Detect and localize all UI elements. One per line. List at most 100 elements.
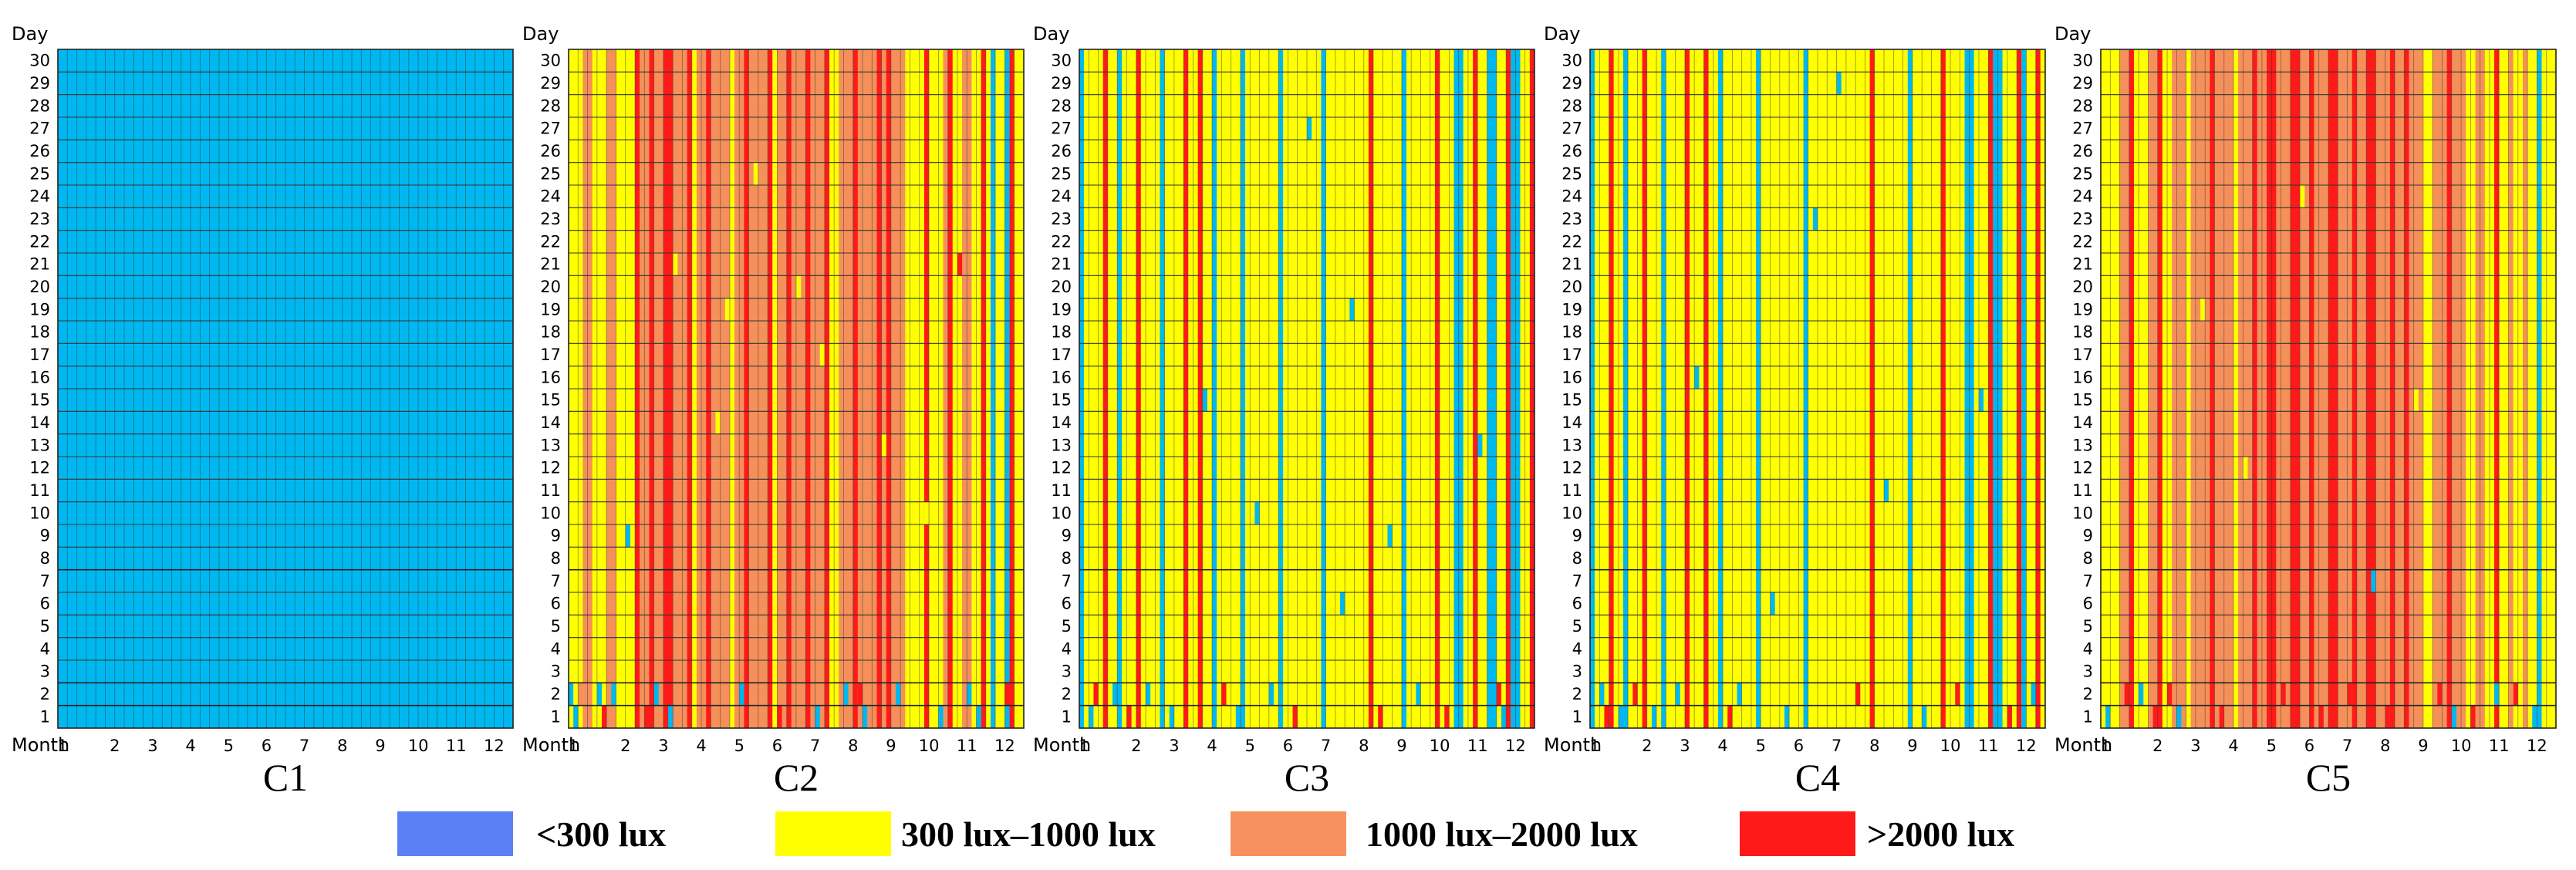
y-tick-label: 30	[2072, 52, 2093, 70]
y-tick-label: 4	[2083, 639, 2093, 658]
y-tick-label: 13	[540, 436, 561, 454]
panel-title: C4	[1795, 756, 1840, 799]
data-cell	[1978, 389, 1984, 412]
y-tick-label: 1	[1572, 707, 1582, 726]
data-cell	[1604, 705, 1609, 728]
x-tick-label: 2	[2152, 737, 2162, 755]
x-tick-label: 6	[1283, 737, 1293, 755]
y-tick-label: 23	[540, 210, 561, 228]
y-tick-label: 2	[551, 685, 561, 703]
x-tick-label: 10	[1940, 737, 1961, 755]
x-tick-label: 5	[1245, 737, 1255, 755]
data-cell	[1292, 705, 1298, 728]
x-tick-label: 8	[2380, 737, 2390, 755]
y-tick-label: 5	[40, 617, 50, 636]
panel-c1: Day1234567891011121314151617181920212223…	[12, 23, 514, 799]
y-tick-label: 12	[1561, 459, 1582, 477]
data-cell	[753, 162, 758, 185]
data-cell	[1221, 683, 1227, 706]
y-tick-label: 28	[1561, 96, 1582, 115]
y-tick-label: 26	[2072, 142, 2093, 160]
x-tick-label: 11	[1467, 737, 1488, 755]
data-cell	[596, 683, 603, 706]
data-cell	[1202, 389, 1207, 412]
panel-frame	[57, 49, 514, 729]
data-cell	[2413, 389, 2419, 412]
y-tick-label: 3	[1062, 663, 1072, 681]
y-tick-label: 29	[29, 74, 50, 93]
y-tick-label: 5	[2083, 617, 2093, 636]
data-cell	[896, 683, 901, 706]
data-cell	[2385, 705, 2390, 728]
data-cell	[1955, 683, 1960, 706]
y-tick-label: 4	[551, 639, 561, 658]
panel-title: C1	[263, 756, 308, 799]
data-cell	[1378, 705, 1383, 728]
panel-frame	[568, 49, 1025, 729]
x-tick-label: 1	[1589, 737, 1599, 755]
data-cell	[739, 683, 744, 706]
x-tick-label: 3	[147, 737, 157, 755]
data-cell	[1093, 683, 1099, 706]
y-tick-label: 1	[40, 707, 50, 726]
data-cell	[1737, 683, 1742, 706]
data-cell	[1694, 366, 1700, 389]
data-cell	[2318, 705, 2324, 728]
y-tick-label: 23	[1051, 210, 1072, 228]
y-tick-label: 12	[2072, 459, 2093, 477]
data-cell	[2300, 185, 2305, 208]
y-tick-label: 4	[40, 639, 50, 658]
y-tick-label: 17	[1051, 346, 1072, 364]
data-cell	[2347, 683, 2352, 706]
y-tick-label: 3	[2083, 663, 2093, 681]
data-cell	[777, 705, 782, 728]
x-tick-label: 10	[919, 737, 940, 755]
y-tick-label: 21	[1561, 255, 1582, 274]
y-tick-label: 19	[29, 300, 50, 319]
x-tick-label: 4	[1717, 737, 1727, 755]
data-cell	[2105, 705, 2111, 728]
panel-c2: Day1234567891011121314151617181920212223…	[522, 23, 1025, 799]
x-axis-title: Month	[1544, 734, 1602, 756]
y-tick-label: 13	[29, 436, 50, 454]
x-tick-label: 3	[1169, 737, 1179, 755]
y-tick-label: 27	[29, 120, 50, 138]
y-tick-label: 8	[551, 549, 561, 568]
x-tick-label: 6	[2304, 737, 2314, 755]
y-tick-label: 13	[1051, 436, 1072, 454]
y-tick-label: 16	[1051, 368, 1072, 386]
y-tick-label: 28	[540, 96, 561, 115]
y-tick-label: 7	[1062, 572, 1072, 590]
data-cell	[1416, 683, 1421, 706]
x-tick-label: 12	[994, 737, 1015, 755]
y-tick-label: 6	[2083, 595, 2093, 613]
data-cell	[1618, 705, 1624, 728]
y-tick-label: 2	[1062, 685, 1072, 703]
data-cell	[602, 705, 607, 728]
y-tick-label: 11	[2072, 481, 2093, 500]
y-tick-label: 18	[1561, 323, 1582, 342]
y-tick-label: 22	[1561, 232, 1582, 251]
data-cell	[2176, 705, 2182, 728]
data-cell	[1004, 683, 1010, 706]
x-tick-label: 7	[810, 737, 820, 755]
panel-c3: Day1234567891011121314151617181920212223…	[1033, 23, 1535, 799]
data-cell	[1651, 705, 1657, 728]
y-tick-label: 11	[29, 481, 50, 500]
panel-title: C5	[2306, 756, 2351, 799]
y-tick-label: 24	[1051, 187, 1072, 206]
x-tick-label: 1	[568, 737, 578, 755]
y-tick-label: 19	[2072, 300, 2093, 319]
data-cell	[1855, 683, 1861, 706]
x-tick-label: 3	[2190, 737, 2200, 755]
data-cell	[923, 501, 930, 524]
x-tick-label: 4	[696, 737, 706, 755]
y-tick-label: 7	[1572, 572, 1582, 590]
data-cell	[1268, 683, 1274, 706]
x-tick-label: 5	[734, 737, 744, 755]
x-tick-label: 7	[1321, 737, 1331, 755]
y-tick-label: 22	[1051, 232, 1072, 251]
y-tick-label: 21	[2072, 255, 2093, 274]
y-tick-label: 16	[2072, 368, 2093, 386]
y-tick-label: 9	[1572, 527, 1582, 545]
